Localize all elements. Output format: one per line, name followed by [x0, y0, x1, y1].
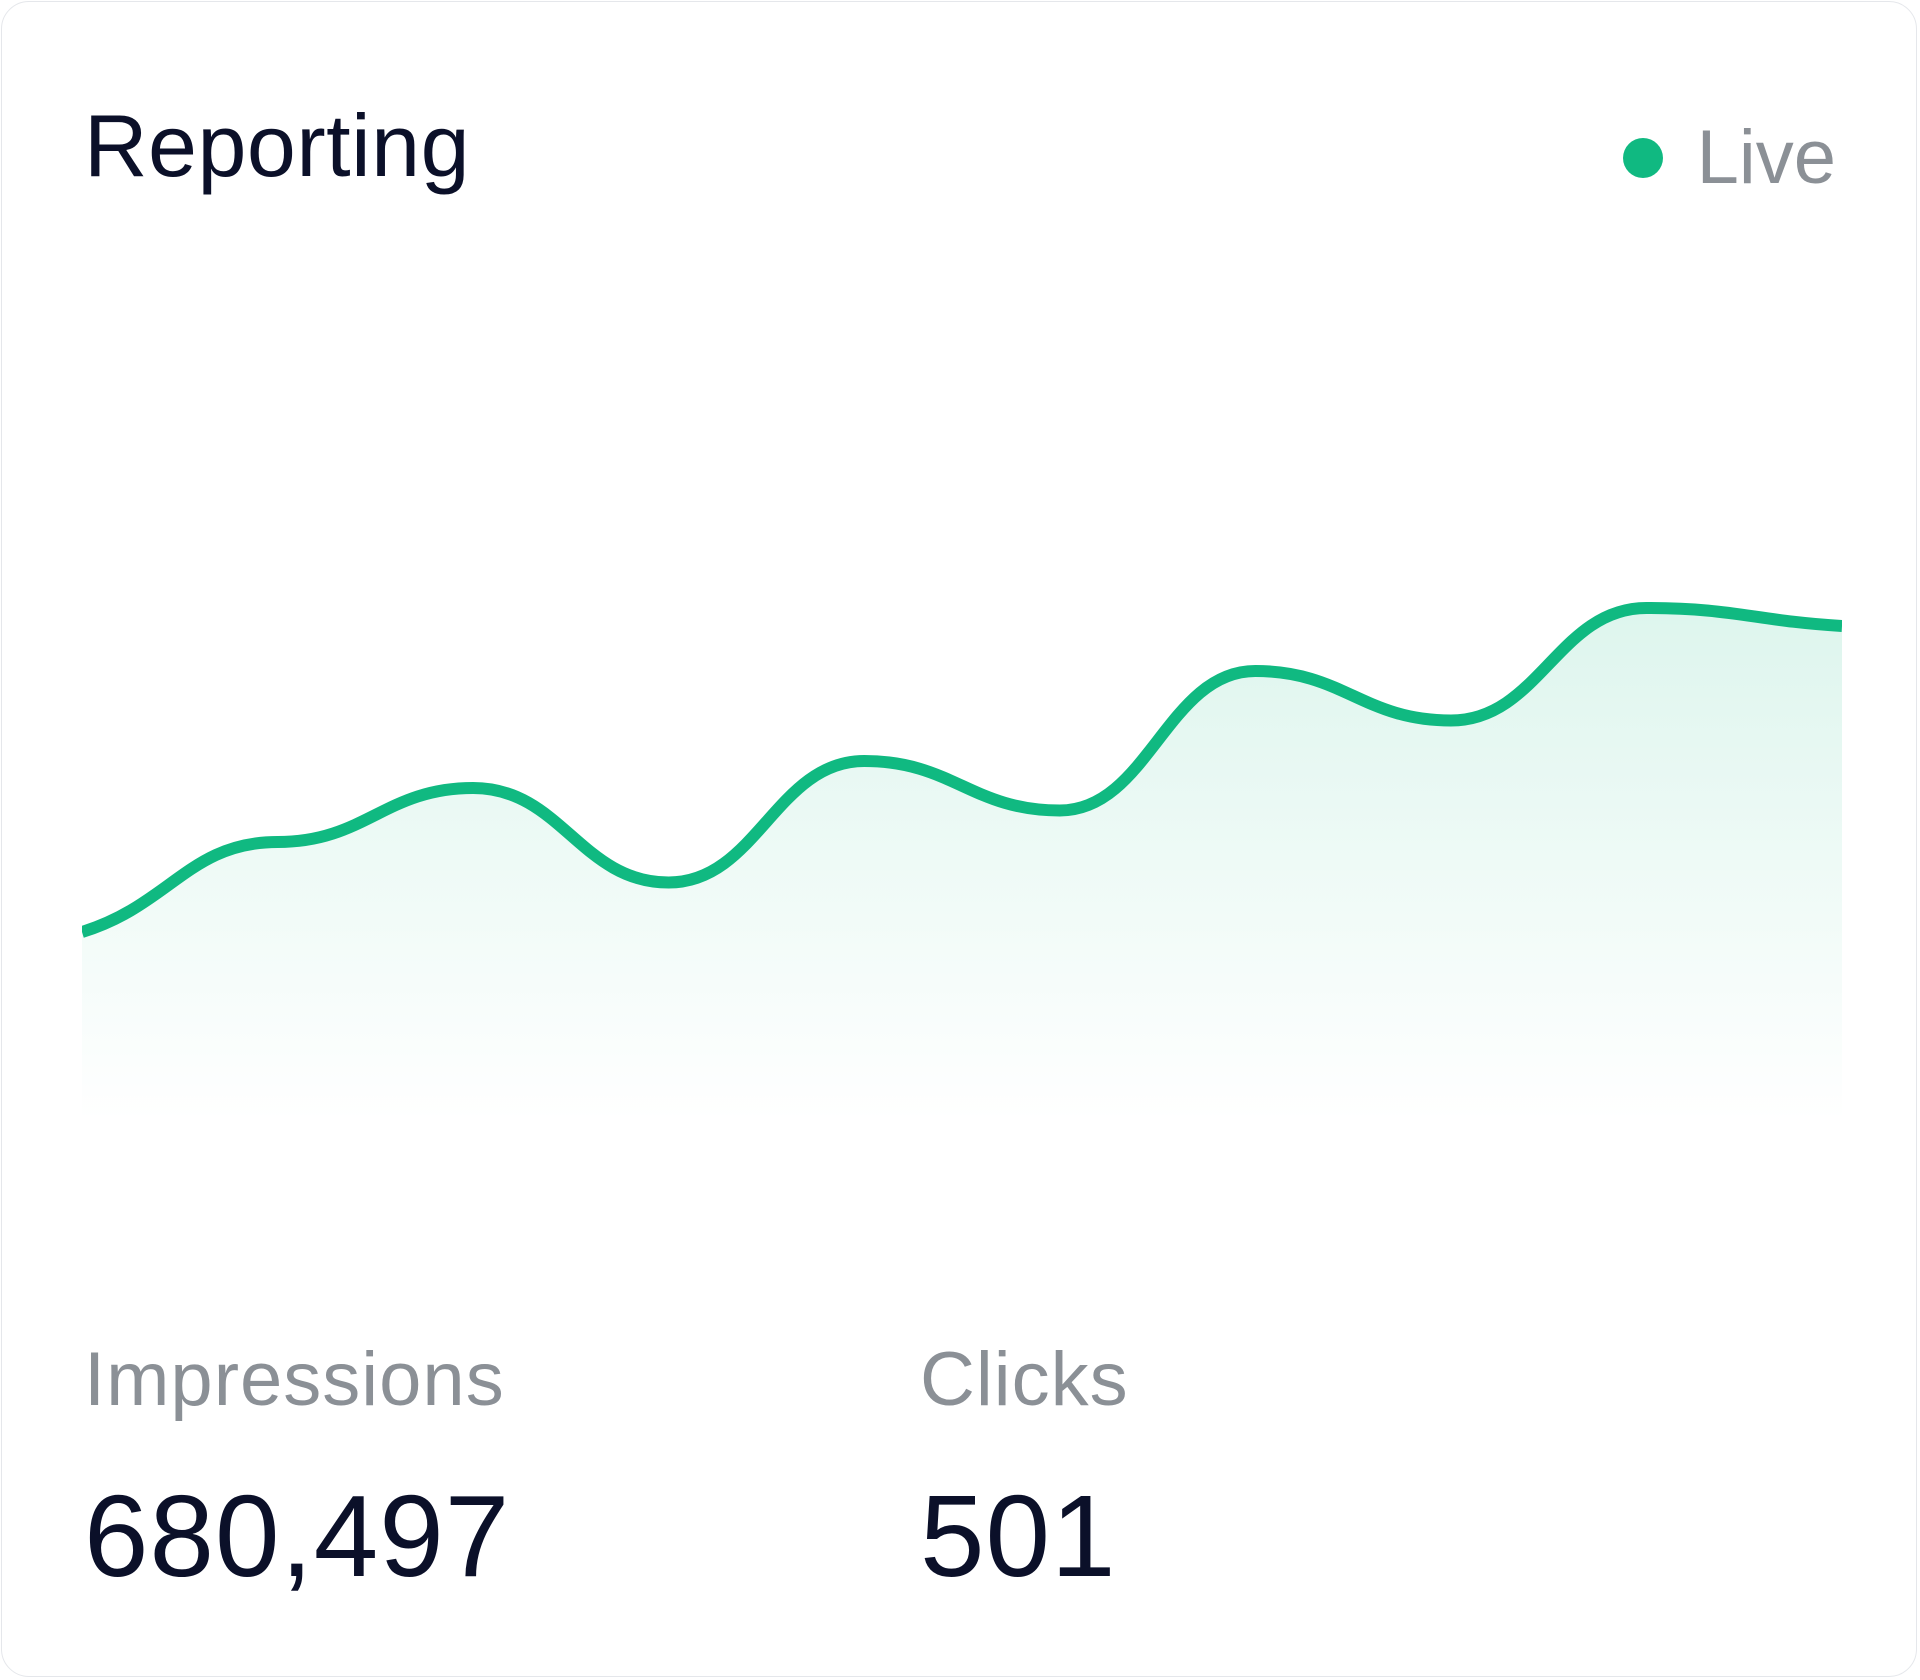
card-title: Reporting	[84, 96, 471, 195]
live-label: Live	[1696, 115, 1836, 200]
live-status: Live	[1622, 115, 1836, 200]
stat-clicks: Clicks 501	[920, 1337, 1129, 1601]
stat-impressions: Impressions 680,497	[84, 1337, 511, 1601]
stat-impressions-label: Impressions	[84, 1337, 505, 1422]
live-dot-icon	[1622, 138, 1663, 178]
chart-area	[82, 608, 1842, 1122]
stat-clicks-value: 501	[920, 1471, 1117, 1601]
stat-clicks-label: Clicks	[920, 1337, 1129, 1422]
trend-chart	[82, 602, 1842, 1122]
chart-line	[82, 602, 1842, 938]
stat-impressions-value: 680,497	[84, 1471, 511, 1601]
